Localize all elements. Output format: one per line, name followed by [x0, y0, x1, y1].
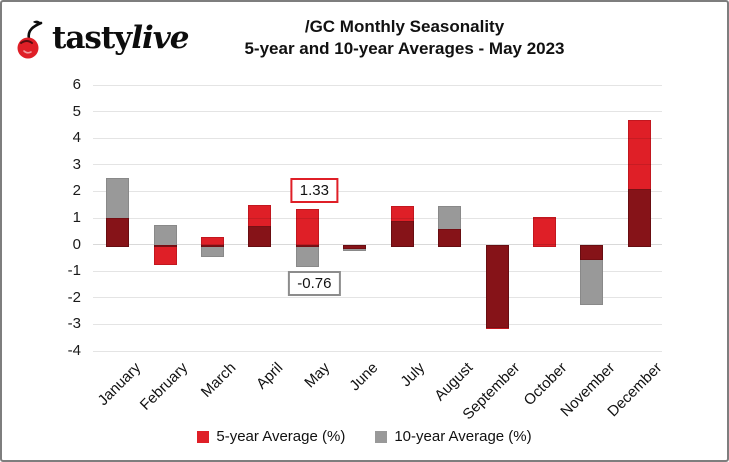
- gridline-y5: [93, 111, 662, 112]
- bar-5yr-june: [343, 244, 367, 250]
- y-axis-label: 3: [72, 155, 81, 173]
- y-axis-label: 0: [72, 235, 81, 253]
- tastylive-logo: tastylive: [16, 18, 190, 62]
- gridline-y-1: [93, 271, 662, 272]
- bar-10yr-february: [153, 224, 177, 247]
- legend-swatch-icon: [197, 430, 210, 443]
- y-axis-label: 1: [72, 209, 81, 226]
- legend-swatch-icon: [375, 430, 388, 443]
- gridline-y-4: [93, 351, 662, 352]
- gridline-y3: [93, 164, 662, 165]
- bar-5yr-february: [153, 244, 177, 266]
- chart-title-line2: 5-year and 10-year Averages - May 2023: [244, 39, 565, 58]
- y-axis-label: -4: [67, 342, 81, 359]
- y-axis-label: -3: [67, 315, 81, 333]
- gridline-y-3: [93, 324, 662, 325]
- y-axis-label: 5: [72, 102, 81, 120]
- data-label--0.76: -0.76: [288, 270, 341, 296]
- y-axis-label: -1: [67, 262, 81, 280]
- gridline-y1: [93, 218, 662, 219]
- gridline-y2: [93, 191, 662, 192]
- y-axis-label: 2: [72, 182, 81, 200]
- gridline-y6: [93, 85, 662, 86]
- bar-5yr-october: [532, 216, 556, 247]
- brand-wordmark: tastylive: [52, 20, 190, 56]
- y-axis-label: -2: [67, 288, 81, 306]
- legend-item-5-year: 5-year Average (%): [197, 428, 345, 445]
- bar-5yr-may: [295, 209, 319, 247]
- bar-5yr-july: [390, 206, 414, 247]
- bar-5yr-january: [106, 218, 130, 247]
- bar-5yr-september: [485, 244, 509, 330]
- bar-5yr-november: [580, 244, 604, 260]
- y-axis-label: 6: [72, 76, 81, 93]
- legend: 5-year Average (%) 10-year Average (%): [2, 428, 727, 445]
- data-label-1.33: 1.33: [290, 178, 338, 204]
- legend-item-10-year: 10-year Average (%): [375, 428, 532, 445]
- gridline-y4: [93, 138, 662, 139]
- legend-label: 5-year Average (%): [216, 428, 346, 445]
- bar-10yr-may: [295, 244, 319, 267]
- legend-label: 10-year Average (%): [394, 428, 532, 445]
- y-axis-label: 4: [72, 129, 81, 147]
- bar-5yr-august: [438, 228, 462, 247]
- chart-title: /GC Monthly Seasonality 5-year and 10-ye…: [122, 16, 687, 60]
- bar-5yr-march: [201, 236, 225, 247]
- gridline-y-2: [93, 297, 662, 298]
- cherry-icon: [17, 20, 43, 59]
- bar-5yr-december: [627, 119, 651, 247]
- gridline-y0: [93, 244, 662, 245]
- bar-5yr-april: [248, 204, 272, 247]
- chart-title-line1: /GC Monthly Seasonality: [304, 17, 505, 36]
